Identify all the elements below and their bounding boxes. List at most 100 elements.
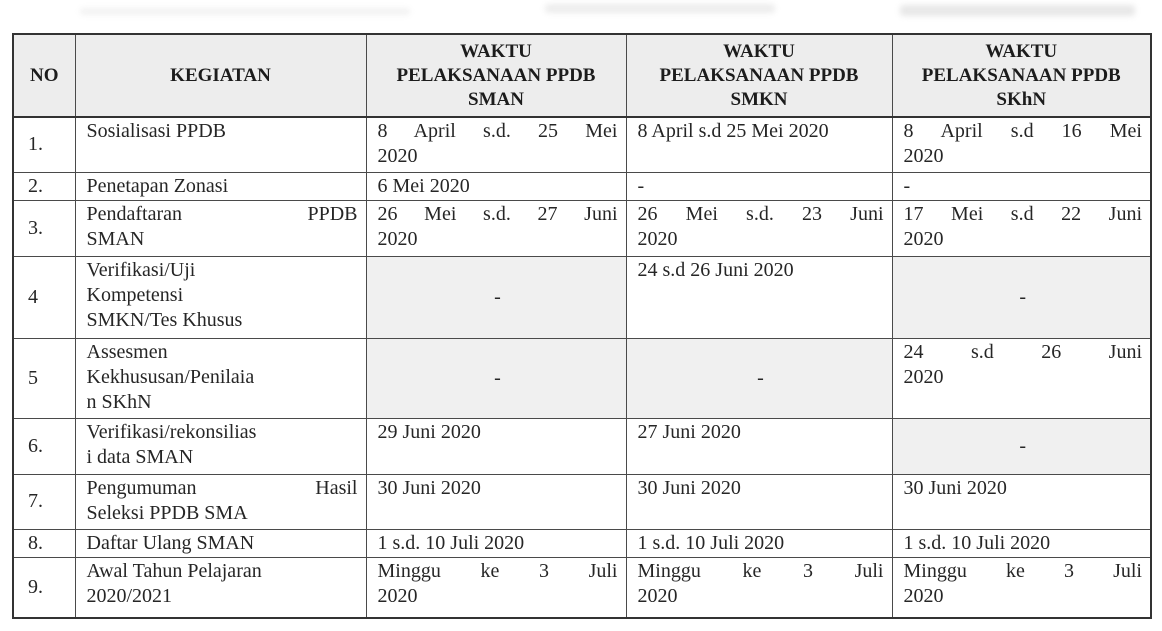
cell-text-line: 30 Juni 2020 bbox=[637, 476, 741, 499]
table-row: 8. Daftar Ulang SMAN 1 s.d. 10 Juli 2020 1 … bbox=[12, 528, 1152, 558]
cell-text-line: 2020 bbox=[377, 145, 418, 167]
activity-cell: Penetapan Zonasi bbox=[74, 171, 367, 201]
cell-text-line: 2020 bbox=[903, 145, 944, 167]
row-number-cell: 6. bbox=[12, 417, 76, 475]
header-row: NO KEGIATAN WAKTU PELAKSANAAN PPDB SMAN … bbox=[12, 33, 1152, 118]
smkn-date-cell: 26 Mei s.d. 23 Juni 2020 bbox=[625, 199, 893, 257]
cell-text-line: 2020 bbox=[903, 584, 944, 607]
activity-cell: Pendaftaran PPDB SMAN bbox=[74, 199, 367, 257]
cell-text-line: SMKN/Tes Khusus bbox=[86, 308, 243, 331]
cell-text-line: 8 April s.d 25 Mei 2020 bbox=[637, 120, 829, 142]
smkn-date-cell: 1 s.d. 10 Juli 2020 bbox=[625, 528, 893, 558]
skhn-date-cell: 8 April s.d 16 Mei 2020 bbox=[891, 116, 1152, 173]
skhn-date-cell: 24 s.d 26 Juni 2020 bbox=[891, 337, 1152, 419]
cell-text-line: Seleksi PPDB SMA bbox=[86, 501, 248, 524]
table-row: 2. Penetapan Zonasi 6 Mei 2020 - - bbox=[12, 171, 1152, 201]
cell-text-line: 30 Juni 2020 bbox=[903, 476, 1007, 499]
smkn-date-cell: 8 April s.d 25 Mei 2020 bbox=[625, 116, 893, 173]
activity-cell: Awal Tahun Pelajaran 2020/2021 bbox=[74, 556, 367, 619]
cell-text-line: n SKhN bbox=[86, 390, 152, 413]
cell-text-line: 2020 bbox=[903, 365, 944, 388]
table-row: 3. Pendaftaran PPDB SMAN 26 Mei s.d. 27 Jun… bbox=[12, 199, 1152, 257]
cell-text-line: - bbox=[757, 366, 764, 389]
row-number-cell: 7. bbox=[12, 473, 76, 530]
cell-text-line: 1 s.d. 10 Juli 2020 bbox=[377, 531, 525, 554]
activity-cell: Verifikasi/Uji Kompetensi SMKN/Tes Khusus bbox=[74, 255, 367, 339]
skhn-date-cell: - bbox=[891, 417, 1152, 475]
table-row: 4 Verifikasi/Uji Kompetensi SMKN/Tes Khusus… bbox=[12, 255, 1152, 339]
cell-text-line: - bbox=[903, 174, 911, 197]
cell-text-line: Verifikasi/Uji bbox=[86, 258, 196, 281]
scan-artifact bbox=[80, 8, 410, 15]
cell-text-line: - bbox=[1019, 434, 1027, 457]
activity-cell: Verifikasi/rekonsilias i data SMAN bbox=[74, 417, 367, 475]
cell-text-line: - bbox=[494, 366, 501, 389]
cell-text-line: 1 s.d. 10 Juli 2020 bbox=[903, 531, 1051, 554]
cell-text-line: 2020 bbox=[637, 227, 678, 250]
cell-text-line: 1 s.d. 10 Juli 2020 bbox=[637, 531, 785, 554]
cell-text-line: 24 s.d 26 Juni bbox=[903, 340, 1143, 363]
skhn-date-cell: 17 Mei s.d 22 Juni 2020 bbox=[891, 199, 1152, 257]
skhn-date-cell: - bbox=[891, 171, 1152, 201]
cell-text-line: Minggu ke 3 Juli bbox=[903, 559, 1143, 582]
cell-text-line: 2020 bbox=[377, 584, 418, 607]
activity-cell: Pengumuman Hasil Seleksi PPDB SMA bbox=[74, 473, 367, 530]
cell-text-line: Kompetensi bbox=[86, 283, 184, 306]
cell-text-line: 2020/2021 bbox=[86, 584, 173, 607]
sman-date-cell: 30 Juni 2020 bbox=[365, 473, 627, 530]
cell-text-line: Minggu ke 3 Juli bbox=[637, 559, 884, 582]
cell-text-line: 26 Mei s.d. 23 Juni bbox=[637, 202, 884, 225]
cell-text-line: Sosialisasi PPDB bbox=[86, 120, 226, 142]
cell-text-line: Pendaftaran PPDB bbox=[86, 202, 358, 225]
row-number-cell: 5 bbox=[12, 337, 76, 419]
table-row: 7. Pengumuman Hasil Seleksi PPDB SMA 30 Jun… bbox=[12, 473, 1152, 530]
cell-text-line: Kekhususan/Penilaia bbox=[86, 365, 255, 388]
smkn-date-cell: 30 Juni 2020 bbox=[625, 473, 893, 530]
row-number-cell: 8. bbox=[12, 528, 76, 558]
header-kegiatan: KEGIATAN bbox=[74, 33, 367, 118]
cell-text-line: SMAN bbox=[86, 227, 145, 250]
header-no: NO bbox=[12, 33, 76, 118]
skhn-date-cell: Minggu ke 3 Juli 2020 bbox=[891, 556, 1152, 619]
cell-text-line: 8 April s.d 16 Mei bbox=[903, 120, 1143, 142]
cell-text-line: 26 Mei s.d. 27 Juni bbox=[377, 202, 618, 225]
row-number-cell: 1. bbox=[12, 116, 76, 173]
cell-text-line: - bbox=[1019, 285, 1027, 308]
cell-text-line: 2020 bbox=[637, 584, 678, 607]
sman-date-cell: 26 Mei s.d. 27 Juni 2020 bbox=[365, 199, 627, 257]
cell-text-line: 2020 bbox=[903, 227, 944, 250]
sman-date-cell: - bbox=[365, 337, 627, 419]
skhn-date-cell: - bbox=[891, 255, 1152, 339]
sman-date-cell: 8 April s.d. 25 Mei 2020 bbox=[365, 116, 627, 173]
cell-text-line: Pengumuman Hasil bbox=[86, 476, 358, 499]
table-row: 9. Awal Tahun Pelajaran 2020/2021 Minggu ke… bbox=[12, 556, 1152, 619]
cell-text-line: 24 s.d 26 Juni 2020 bbox=[637, 258, 794, 281]
table-row: 6. Verifikasi/rekonsilias i data SMAN 29 Ju… bbox=[12, 417, 1152, 475]
row-number-cell: 3. bbox=[12, 199, 76, 257]
sman-date-cell: - bbox=[365, 255, 627, 339]
sman-date-cell: 29 Juni 2020 bbox=[365, 417, 627, 475]
cell-text-line: Penetapan Zonasi bbox=[86, 174, 229, 197]
sman-date-cell: 1 s.d. 10 Juli 2020 bbox=[365, 528, 627, 558]
smkn-date-cell: 24 s.d 26 Juni 2020 bbox=[625, 255, 893, 339]
skhn-date-cell: 30 Juni 2020 bbox=[891, 473, 1152, 530]
cell-text-line: 17 Mei s.d 22 Juni bbox=[903, 202, 1143, 225]
cell-text-line: Minggu ke 3 Juli bbox=[377, 559, 618, 582]
cell-text-line: Assesmen bbox=[86, 340, 168, 363]
header-waktu-sman: WAKTU PELAKSANAAN PPDB SMAN bbox=[365, 33, 627, 118]
smkn-date-cell: - bbox=[625, 337, 893, 419]
cell-text-line: Awal Tahun Pelajaran bbox=[86, 559, 262, 582]
smkn-date-cell: Minggu ke 3 Juli 2020 bbox=[625, 556, 893, 619]
cell-text-line: i data SMAN bbox=[86, 445, 194, 468]
cell-text-line: - bbox=[637, 174, 645, 197]
cell-text-line: 6 Mei 2020 bbox=[377, 174, 470, 197]
cell-text-line: 8 April s.d. 25 Mei bbox=[377, 120, 618, 142]
table-header: NO KEGIATAN WAKTU PELAKSANAAN PPDB SMAN … bbox=[12, 33, 1152, 118]
cell-text-line: 29 Juni 2020 bbox=[377, 420, 481, 443]
row-number-cell: 4 bbox=[12, 255, 76, 339]
table-row: 1. Sosialisasi PPDB 8 April s.d. 25 Mei 202… bbox=[12, 116, 1152, 173]
row-number-cell: 2. bbox=[12, 171, 76, 201]
header-waktu-skhn: WAKTU PELAKSANAAN PPDB SKhN bbox=[891, 33, 1152, 118]
cell-text-line: Verifikasi/rekonsilias bbox=[86, 420, 257, 443]
